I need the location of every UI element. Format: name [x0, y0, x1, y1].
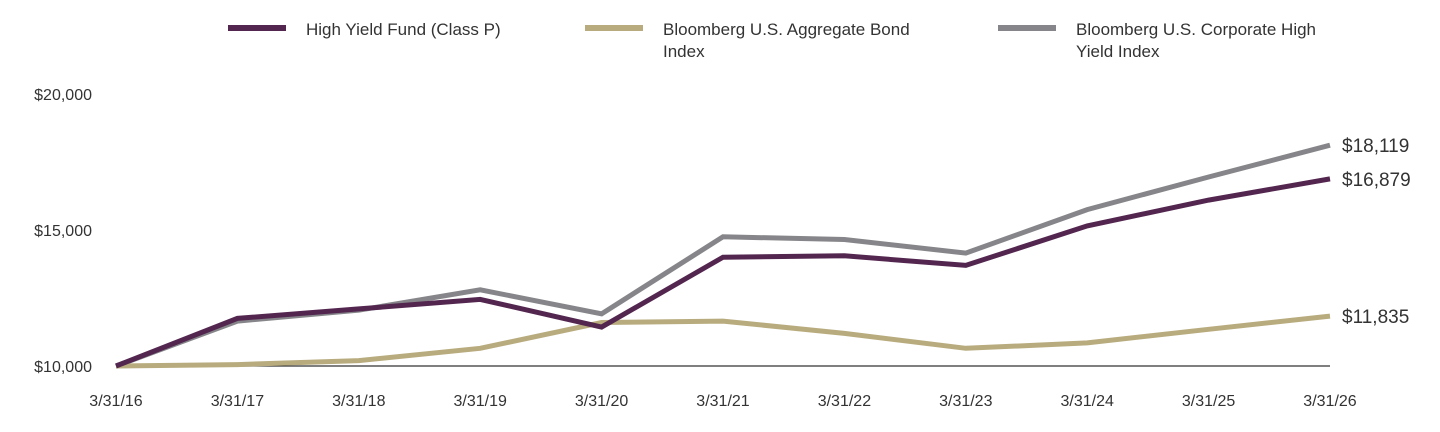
legend-item-high-yield-fund: High Yield Fund (Class P) [228, 20, 501, 39]
y-tick-label: $15,000 [34, 223, 92, 240]
x-tick-label: 3/31/20 [575, 393, 628, 410]
legend-item-aggregate-bond: Bloomberg U.S. Aggregate Bond Index [585, 20, 910, 61]
x-tick-label: 3/31/18 [332, 393, 385, 410]
x-tick-label: 3/31/17 [211, 393, 264, 410]
legend-label: High Yield Fund (Class P) [306, 20, 501, 39]
legend-label: Bloomberg U.S. Aggregate Bond [663, 20, 910, 39]
series-lines [115, 142, 1331, 369]
series-line-high-yield-fund [115, 176, 1331, 369]
series-line-aggregate-bond [115, 313, 1331, 369]
end-label-aggregate-bond: $11,835 [1342, 307, 1409, 328]
end-label-corporate-high-yield: $18,119 [1342, 136, 1409, 157]
x-tick-label: 3/31/25 [1182, 393, 1235, 410]
x-tick-label: 3/31/23 [939, 393, 992, 410]
legend-label: Yield Index [1076, 42, 1160, 61]
end-labels: $18,119 $11,835 $16,879 [1342, 136, 1411, 328]
legend-label: Bloomberg U.S. Corporate High [1076, 20, 1316, 39]
y-tick-label: $10,000 [34, 359, 92, 376]
legend-label: Index [663, 42, 705, 61]
y-tick-label: $20,000 [34, 87, 92, 104]
axes: $10,000 $15,000 $20,000 3/31/16 3/31/17 3/31/… [34, 87, 1357, 410]
x-tick-label: 3/31/22 [818, 393, 871, 410]
x-tick-label: 3/31/24 [1061, 393, 1114, 410]
x-tick-label: 3/31/16 [89, 393, 142, 410]
x-tick-label: 3/31/26 [1303, 393, 1356, 410]
x-tick-label: 3/31/21 [696, 393, 749, 410]
legend: High Yield Fund (Class P) Bloomberg U.S. … [228, 20, 1316, 61]
x-tick-label: 3/31/19 [454, 393, 507, 410]
end-label-high-yield-fund: $16,879 [1342, 170, 1411, 191]
legend-item-corporate-high-yield: Bloomberg U.S. Corporate High Yield Index [998, 20, 1316, 61]
